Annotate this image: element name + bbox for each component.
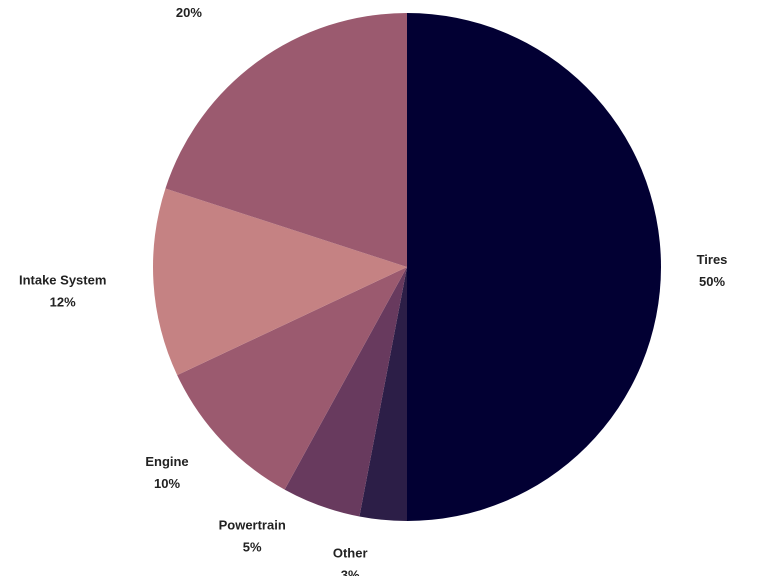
pie-slices xyxy=(152,13,661,521)
pie-label-name: Tires xyxy=(697,252,728,267)
pie-label-percent: 12% xyxy=(50,295,76,310)
pie-label-exhaust-system: Exhaust System20% xyxy=(139,0,239,20)
pie-label-other: Other 3% xyxy=(333,546,368,576)
pie-label-percent: 50% xyxy=(699,274,725,289)
pie-labels: Tires 50% Other 3% Powertrain 5% Engine 10% Inta… xyxy=(19,0,728,576)
pie-label-name: Other xyxy=(333,546,368,561)
pie-slice-powertrain xyxy=(284,267,407,517)
pie-label-tires: Tires 50% xyxy=(697,252,728,289)
pie-label-percent: 5% xyxy=(243,539,262,554)
pie-label-percent: 10% xyxy=(154,476,180,491)
pie-label-name: Powertrain xyxy=(219,517,286,532)
pie-slice-intake-system xyxy=(152,188,407,376)
pie-label-engine: Engine 10% xyxy=(145,454,188,491)
pie-label-powertrain: Powertrain 5% xyxy=(219,517,286,554)
pie-slice-exhaust-system xyxy=(165,13,407,267)
pie-label-intake-system: Intake System 12% xyxy=(19,273,106,310)
pie-label-percent: 3% xyxy=(341,568,360,576)
pie-slice-tires xyxy=(407,13,661,521)
pie-slice-other xyxy=(359,267,407,521)
pie-slice-engine xyxy=(177,267,407,490)
pie-label-percent: 20% xyxy=(176,5,202,20)
pie-label-name: Intake System xyxy=(19,273,106,288)
pie-label-name: Engine xyxy=(145,454,188,469)
